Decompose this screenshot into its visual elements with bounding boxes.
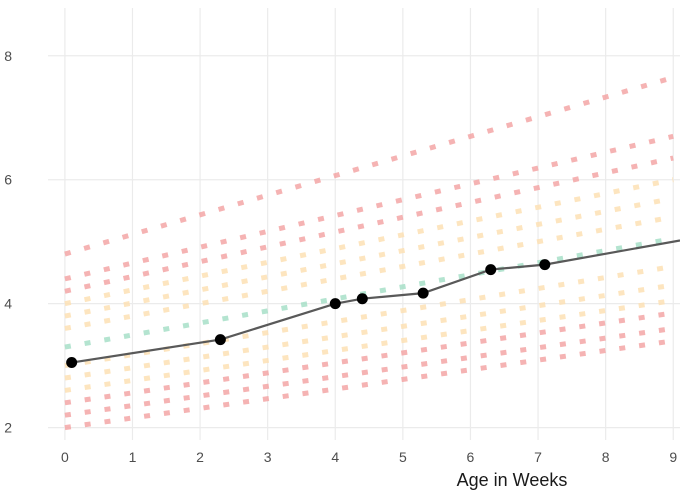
x-tick-label: 5 <box>399 449 407 465</box>
data-point <box>214 334 226 346</box>
x-tick-label: 7 <box>534 449 542 465</box>
data-point <box>66 357 78 369</box>
data-point <box>356 293 368 305</box>
reference-curve-mid <box>64 282 674 381</box>
y-tick-label: 8 <box>4 48 12 64</box>
tick-labels: 0 1 2 3 4 5 6 7 8 9 2 4 6 8 <box>4 48 677 465</box>
x-tick-label: 2 <box>196 449 204 465</box>
reference-curve-outer <box>64 310 674 406</box>
reference-curve-outer <box>64 75 674 257</box>
data-point <box>329 298 341 310</box>
y-tick-label: 6 <box>4 172 12 188</box>
x-axis-title: Age in Weeks <box>457 470 568 490</box>
x-tick-label: 0 <box>61 449 69 465</box>
x-tick-label: 4 <box>331 449 339 465</box>
series <box>66 239 680 369</box>
reference-curve-mid <box>64 177 674 307</box>
reference-curve-outer <box>64 155 674 294</box>
series-line <box>71 239 680 364</box>
data-point <box>539 259 551 271</box>
x-tick-label: 6 <box>467 449 475 465</box>
reference-curve-inner <box>64 236 674 350</box>
x-tick-label: 9 <box>669 449 677 465</box>
y-tick-label: 4 <box>4 296 12 312</box>
reference-curve-mid <box>64 298 674 393</box>
grid <box>48 8 680 440</box>
reference-curve-outer <box>64 325 674 418</box>
x-tick-label: 8 <box>602 449 610 465</box>
x-tick-label: 1 <box>129 449 137 465</box>
data-point <box>417 287 429 299</box>
reference-bands <box>64 75 674 431</box>
x-tick-label: 3 <box>264 449 272 465</box>
reference-curve-mid <box>64 195 674 319</box>
reference-curve-mid <box>64 214 674 331</box>
reference-curve-outer <box>64 338 674 431</box>
data-point <box>485 264 497 276</box>
y-tick-label: 2 <box>4 420 12 436</box>
reference-curve-outer <box>64 133 674 282</box>
reference-curve-mid <box>64 264 674 369</box>
